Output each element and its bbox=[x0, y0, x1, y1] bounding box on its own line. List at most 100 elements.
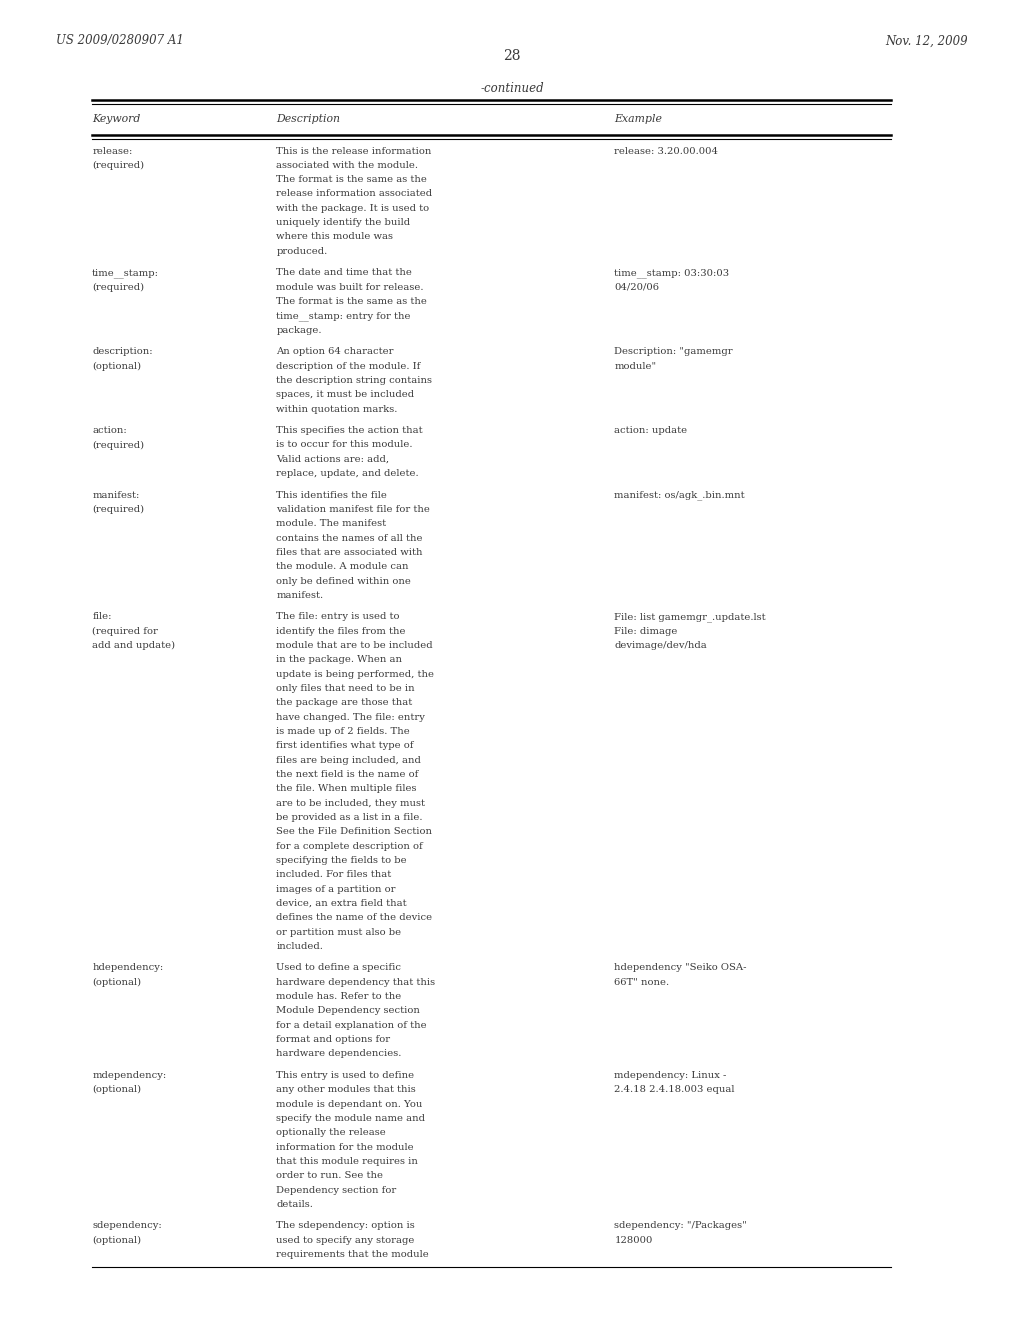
Text: with the package. It is used to: with the package. It is used to bbox=[276, 203, 430, 213]
Text: order to run. See the: order to run. See the bbox=[276, 1171, 383, 1180]
Text: sdependency: "/Packages": sdependency: "/Packages" bbox=[614, 1221, 748, 1230]
Text: included.: included. bbox=[276, 942, 324, 950]
Text: contains the names of all the: contains the names of all the bbox=[276, 533, 423, 543]
Text: The format is the same as the: The format is the same as the bbox=[276, 297, 427, 306]
Text: action: update: action: update bbox=[614, 426, 687, 436]
Text: update is being performed, the: update is being performed, the bbox=[276, 669, 434, 678]
Text: module has. Refer to the: module has. Refer to the bbox=[276, 993, 401, 1001]
Text: See the File Definition Section: See the File Definition Section bbox=[276, 828, 432, 837]
Text: This entry is used to define: This entry is used to define bbox=[276, 1071, 415, 1080]
Text: where this module was: where this module was bbox=[276, 232, 393, 242]
Text: description of the module. If: description of the module. If bbox=[276, 362, 421, 371]
Text: module is dependant on. You: module is dependant on. You bbox=[276, 1100, 423, 1109]
Text: release:: release: bbox=[92, 147, 132, 156]
Text: any other modules that this: any other modules that this bbox=[276, 1085, 416, 1094]
Text: specify the module name and: specify the module name and bbox=[276, 1114, 426, 1123]
Text: manifest: os/agk_.bin.mnt: manifest: os/agk_.bin.mnt bbox=[614, 491, 745, 500]
Text: images of a partition or: images of a partition or bbox=[276, 884, 396, 894]
Text: optionally the release: optionally the release bbox=[276, 1129, 386, 1138]
Text: (required): (required) bbox=[92, 282, 144, 292]
Text: replace, update, and delete.: replace, update, and delete. bbox=[276, 469, 419, 478]
Text: File: list gamemgr_.update.lst: File: list gamemgr_.update.lst bbox=[614, 612, 766, 622]
Text: is made up of 2 fields. The: is made up of 2 fields. The bbox=[276, 727, 411, 737]
Text: uniquely identify the build: uniquely identify the build bbox=[276, 218, 411, 227]
Text: action:: action: bbox=[92, 426, 127, 436]
Text: associated with the module.: associated with the module. bbox=[276, 161, 419, 170]
Text: The sdependency: option is: The sdependency: option is bbox=[276, 1221, 415, 1230]
Text: Module Dependency section: Module Dependency section bbox=[276, 1006, 421, 1015]
Text: manifest:: manifest: bbox=[92, 491, 139, 500]
Text: (required): (required) bbox=[92, 441, 144, 450]
Text: or partition must also be: or partition must also be bbox=[276, 928, 401, 937]
Text: hdependency "Seiko OSA-: hdependency "Seiko OSA- bbox=[614, 964, 746, 973]
Text: (required): (required) bbox=[92, 161, 144, 170]
Text: requirements that the module: requirements that the module bbox=[276, 1250, 429, 1259]
Text: defines the name of the device: defines the name of the device bbox=[276, 913, 432, 923]
Text: add and update): add and update) bbox=[92, 642, 175, 651]
Text: 28: 28 bbox=[503, 49, 521, 63]
Text: first identifies what type of: first identifies what type of bbox=[276, 742, 414, 750]
Text: file:: file: bbox=[92, 612, 112, 622]
Text: Description: Description bbox=[276, 114, 340, 124]
Text: (required for: (required for bbox=[92, 627, 158, 636]
Text: the module. A module can: the module. A module can bbox=[276, 562, 409, 572]
Text: mdependency: Linux -: mdependency: Linux - bbox=[614, 1071, 727, 1080]
Text: hdependency:: hdependency: bbox=[92, 964, 164, 973]
Text: The format is the same as the: The format is the same as the bbox=[276, 176, 427, 185]
Text: release: 3.20.00.004: release: 3.20.00.004 bbox=[614, 147, 719, 156]
Text: The file: entry is used to: The file: entry is used to bbox=[276, 612, 400, 622]
Text: 66T" none.: 66T" none. bbox=[614, 978, 670, 987]
Text: spaces, it must be included: spaces, it must be included bbox=[276, 391, 415, 399]
Text: that this module requires in: that this module requires in bbox=[276, 1156, 419, 1166]
Text: the next field is the name of: the next field is the name of bbox=[276, 770, 419, 779]
Text: Dependency section for: Dependency section for bbox=[276, 1185, 396, 1195]
Text: the package are those that: the package are those that bbox=[276, 698, 413, 708]
Text: included. For files that: included. For files that bbox=[276, 870, 392, 879]
Text: 2.4.18 2.4.18.003 equal: 2.4.18 2.4.18.003 equal bbox=[614, 1085, 735, 1094]
Text: An option 64 character: An option 64 character bbox=[276, 347, 394, 356]
Text: time__stamp: 03:30:03: time__stamp: 03:30:03 bbox=[614, 268, 729, 279]
Text: used to specify any storage: used to specify any storage bbox=[276, 1236, 415, 1245]
Text: This specifies the action that: This specifies the action that bbox=[276, 426, 423, 436]
Text: Example: Example bbox=[614, 114, 663, 124]
Text: specifying the fields to be: specifying the fields to be bbox=[276, 855, 408, 865]
Text: is to occur for this module.: is to occur for this module. bbox=[276, 441, 413, 449]
Text: (optional): (optional) bbox=[92, 362, 141, 371]
Text: files that are associated with: files that are associated with bbox=[276, 548, 423, 557]
Text: the file. When multiple files: the file. When multiple files bbox=[276, 784, 417, 793]
Text: (optional): (optional) bbox=[92, 1085, 141, 1094]
Text: the description string contains: the description string contains bbox=[276, 376, 432, 385]
Text: manifest.: manifest. bbox=[276, 591, 324, 599]
Text: -continued: -continued bbox=[480, 82, 544, 95]
Text: validation manifest file for the: validation manifest file for the bbox=[276, 506, 430, 513]
Text: hardware dependencies.: hardware dependencies. bbox=[276, 1049, 401, 1059]
Text: be provided as a list in a file.: be provided as a list in a file. bbox=[276, 813, 423, 822]
Text: produced.: produced. bbox=[276, 247, 328, 256]
Text: This identifies the file: This identifies the file bbox=[276, 491, 387, 500]
Text: Used to define a specific: Used to define a specific bbox=[276, 964, 401, 973]
Text: identify the files from the: identify the files from the bbox=[276, 627, 406, 636]
Text: The date and time that the: The date and time that the bbox=[276, 268, 413, 277]
Text: 128000: 128000 bbox=[614, 1236, 652, 1245]
Text: hardware dependency that this: hardware dependency that this bbox=[276, 978, 435, 987]
Text: only be defined within one: only be defined within one bbox=[276, 577, 412, 586]
Text: devimage/dev/hda: devimage/dev/hda bbox=[614, 642, 708, 651]
Text: details.: details. bbox=[276, 1200, 313, 1209]
Text: only files that need to be in: only files that need to be in bbox=[276, 684, 415, 693]
Text: device, an extra field that: device, an extra field that bbox=[276, 899, 408, 908]
Text: module that are to be included: module that are to be included bbox=[276, 642, 433, 651]
Text: File: dimage: File: dimage bbox=[614, 627, 678, 636]
Text: package.: package. bbox=[276, 326, 322, 335]
Text: time__stamp: entry for the: time__stamp: entry for the bbox=[276, 312, 411, 321]
Text: have changed. The file: entry: have changed. The file: entry bbox=[276, 713, 425, 722]
Text: module. The manifest: module. The manifest bbox=[276, 519, 387, 528]
Text: information for the module: information for the module bbox=[276, 1143, 414, 1151]
Text: This is the release information: This is the release information bbox=[276, 147, 432, 156]
Text: sdependency:: sdependency: bbox=[92, 1221, 162, 1230]
Text: release information associated: release information associated bbox=[276, 190, 432, 198]
Text: for a complete description of: for a complete description of bbox=[276, 842, 423, 850]
Text: time__stamp:: time__stamp: bbox=[92, 268, 159, 279]
Text: (required): (required) bbox=[92, 506, 144, 513]
Text: are to be included, they must: are to be included, they must bbox=[276, 799, 426, 808]
Text: files are being included, and: files are being included, and bbox=[276, 755, 421, 764]
